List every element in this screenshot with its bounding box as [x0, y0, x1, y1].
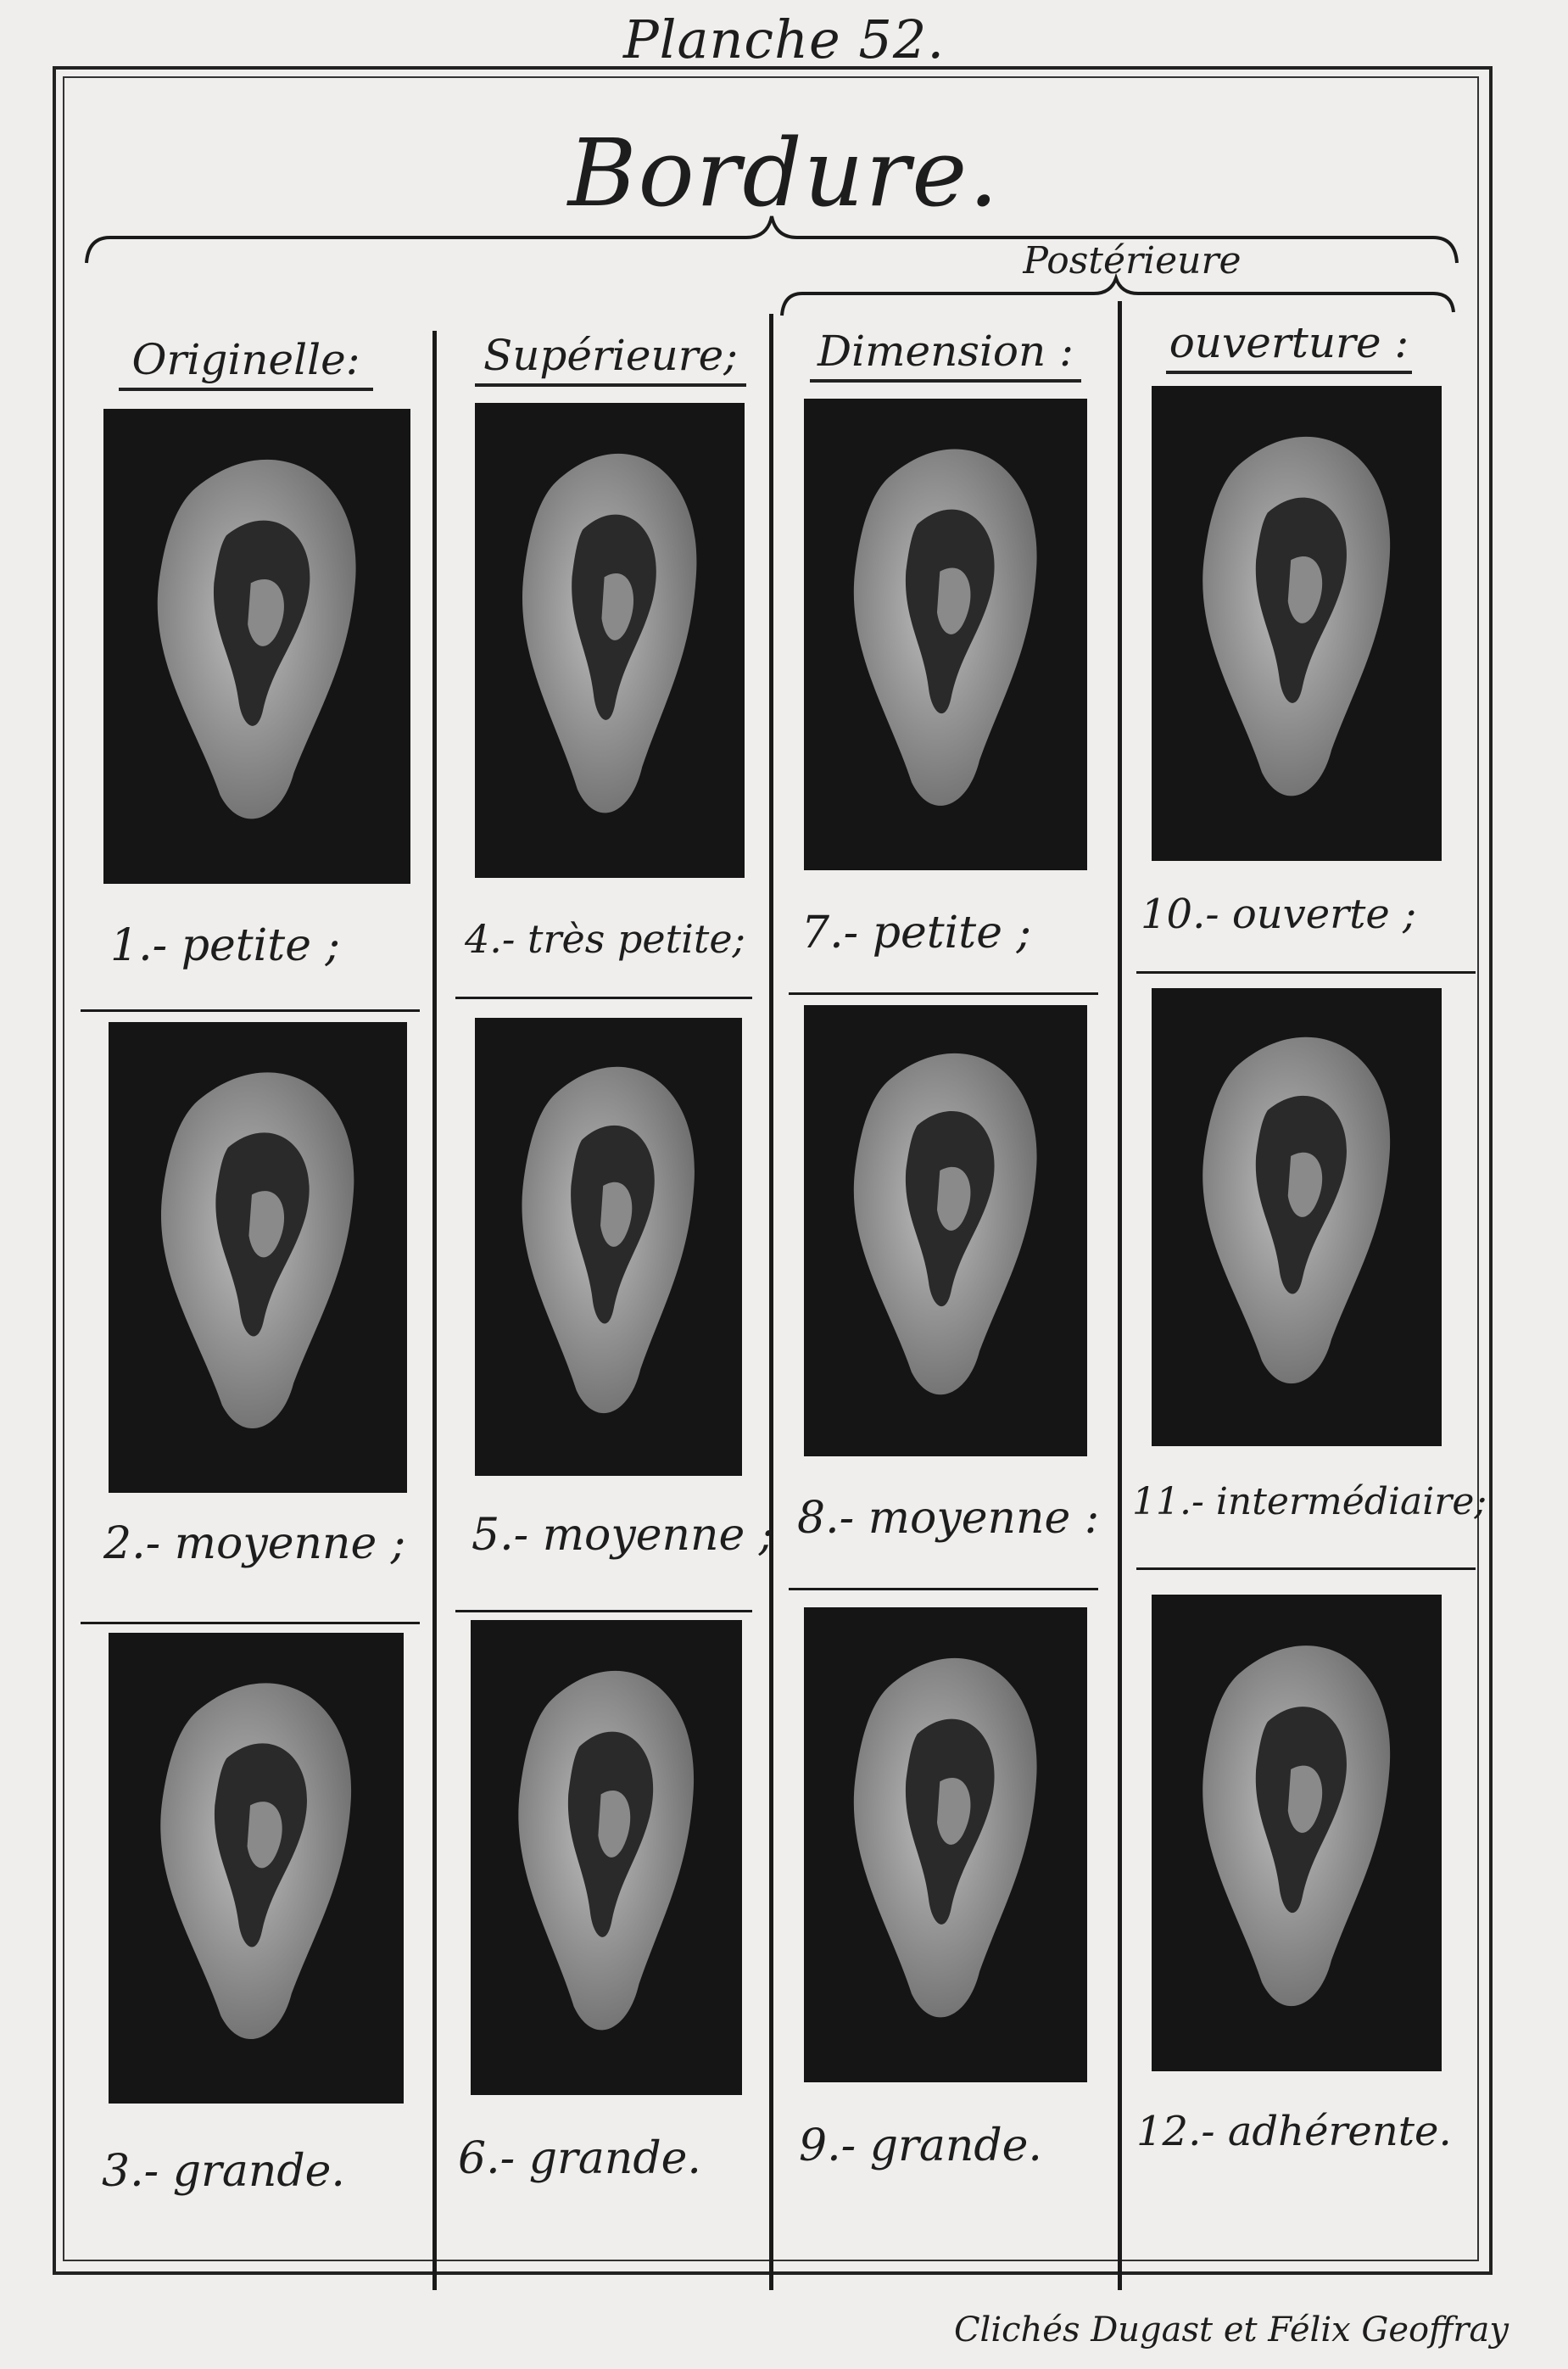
column-heading-superieure: Supérieure; — [475, 331, 746, 387]
ear-illustration — [109, 1022, 407, 1493]
column-divider-3 — [1118, 301, 1122, 2290]
row-divider-col1-b — [81, 1622, 420, 1624]
ear-illustration — [804, 1607, 1087, 2082]
column-divider-1 — [432, 331, 437, 2290]
row-divider-col4-a — [1136, 971, 1476, 974]
ear-photo-3 — [109, 1633, 404, 2104]
column-heading-originelle: Originelle: — [119, 335, 373, 391]
plate-number: Planche 52. — [622, 8, 946, 70]
ear-photo-9 — [804, 1607, 1087, 2082]
ear-illustration — [475, 403, 745, 878]
row-divider-col3-b — [789, 1588, 1098, 1590]
ear-photo-4 — [475, 403, 745, 878]
ear-illustration — [1152, 1595, 1442, 2071]
caption-5: 5.- moyenne ; — [472, 1510, 774, 1561]
caption-11: 11.- intermédiaire; — [1132, 1480, 1487, 1523]
caption-6: 6.- grande. — [458, 2133, 701, 2184]
ear-photo-7 — [804, 399, 1087, 870]
caption-7: 7.- petite ; — [801, 908, 1032, 958]
caption-9: 9.- grande. — [799, 2120, 1042, 2171]
column-heading-ouverture: ouverture : — [1166, 318, 1412, 374]
ear-photo-5 — [475, 1018, 742, 1476]
plate-title: Bordure. — [567, 119, 1001, 227]
photo-credit: Clichés Dugast et Félix Geoffray — [953, 2310, 1509, 2349]
ear-photo-11 — [1152, 988, 1442, 1446]
ear-photo-1 — [103, 409, 410, 884]
caption-4: 4.- très petite; — [465, 916, 746, 962]
ear-illustration — [1152, 988, 1442, 1446]
caption-8: 8.- moyenne : — [797, 1493, 1100, 1544]
column-divider-2 — [769, 314, 773, 2290]
row-divider-col1-a — [81, 1009, 420, 1012]
posterior-brace — [780, 272, 1455, 316]
ear-illustration — [804, 1005, 1087, 1456]
caption-12: 12.- adhérente. — [1136, 2108, 1452, 2155]
row-divider-col2-b — [455, 1610, 752, 1612]
column-heading-dimension: Dimension : — [810, 327, 1081, 383]
ear-photo-6 — [471, 1620, 742, 2095]
row-divider-col4-b — [1136, 1567, 1476, 1570]
ear-photo-2 — [109, 1022, 407, 1493]
ear-photo-12 — [1152, 1595, 1442, 2071]
row-divider-col2-a — [455, 997, 752, 999]
ear-illustration — [475, 1018, 742, 1476]
title-brace — [85, 215, 1459, 264]
ear-illustration — [103, 409, 410, 884]
row-divider-col3-a — [789, 992, 1098, 995]
caption-2: 2.- moyenne ; — [103, 1518, 406, 1569]
posterior-group-heading: Postérieure — [1023, 239, 1242, 282]
ear-illustration — [471, 1620, 742, 2095]
ear-photo-8 — [804, 1005, 1087, 1456]
caption-3: 3.- grande. — [102, 2146, 345, 2197]
ear-photo-10 — [1152, 386, 1442, 861]
caption-10: 10.- ouverte ; — [1141, 891, 1417, 938]
ear-illustration — [1152, 386, 1442, 861]
caption-1: 1.- petite ; — [110, 920, 341, 971]
ear-illustration — [804, 399, 1087, 870]
ear-illustration — [109, 1633, 404, 2104]
